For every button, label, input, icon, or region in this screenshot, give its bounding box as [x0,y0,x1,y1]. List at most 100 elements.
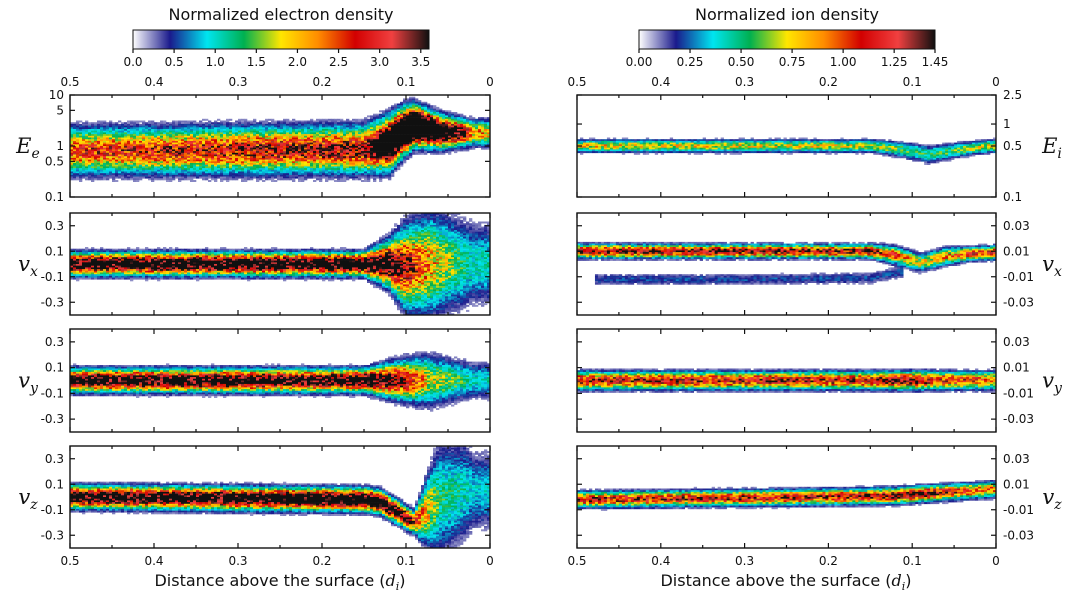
density-cell [166,139,170,142]
density-cell [181,161,185,164]
density-cell [439,122,443,125]
density-cell [232,151,236,154]
density-cell [115,176,119,179]
density-cell [193,166,197,169]
density-cell [241,174,245,177]
density-cell [199,132,203,135]
density-cell [139,174,143,177]
density-cell [109,132,113,135]
density-cell [451,117,455,120]
density-cell [136,151,140,154]
density-cell [88,151,92,154]
density-cell [187,166,191,169]
density-cell [70,122,74,125]
density-cell [172,157,176,160]
density-cell [310,174,314,177]
density-cell [178,140,182,143]
density-cell [304,125,308,128]
density-cell [196,168,200,171]
density-cell [106,157,110,160]
x-tick-label-top: 0.4 [144,75,163,89]
density-cell [301,122,305,125]
density-cell [472,140,476,143]
density-cell [94,169,98,172]
density-cell [178,127,182,130]
density-cell [217,152,221,155]
density-cell [283,125,287,128]
density-cell [70,173,74,176]
density-cell [115,134,119,137]
density-cell [328,125,332,128]
density-cell [211,152,215,155]
density-cell [190,142,194,145]
density-cell [76,163,80,165]
density-cell [175,144,179,147]
density-cell [175,168,179,171]
density-cell [124,166,128,169]
density-cell [118,134,122,137]
density-cell [385,174,389,177]
density-cell [187,130,191,133]
density-cell [457,122,461,125]
colorbar-tick-label: 3.5 [411,55,430,69]
density-cell [460,149,464,152]
density-cell [286,157,290,160]
density-cell [199,154,203,157]
density-cells [70,213,491,316]
density-cell [181,171,185,174]
density-cell [112,176,116,179]
density-cell [112,180,116,182]
density-cell [73,166,77,169]
density-cell [187,120,191,123]
density-cell [358,140,362,143]
density-cell [235,120,239,123]
density-cell [205,149,209,152]
density-cell [205,174,209,177]
density-cell [82,166,86,169]
density-cell [382,174,386,177]
density-cell [154,159,158,162]
density-cell [151,123,155,126]
density-cell [187,125,191,128]
density-cell [154,151,158,154]
density-cell [106,154,110,157]
density-cell [466,132,470,135]
density-cell [136,127,140,130]
density-cell [172,125,176,128]
density-cell [325,157,329,160]
density-cell [133,132,137,135]
density-cell [142,156,146,159]
density-cell [76,147,80,150]
density-cell [214,176,218,179]
density-cell [136,134,140,137]
density-cell [379,157,383,160]
density-cell [85,152,89,155]
density-cell [355,122,359,125]
density-cell [331,140,335,143]
density-cell [469,117,473,120]
density-cell [115,169,119,172]
density-cell [112,129,116,131]
density-cell [127,156,131,159]
density-cell [115,161,119,164]
density-cell [199,152,203,155]
density-cell [403,125,407,128]
density-cell [181,132,185,135]
density-cell [274,125,278,128]
density-cell [154,174,158,177]
density-cell [223,159,227,162]
density-cell [124,134,128,137]
density-cell [130,144,134,147]
density-cell [184,125,188,128]
density-cell [136,173,140,176]
density-cell [184,161,188,164]
density-cell [214,130,218,133]
density-cell [94,157,98,160]
density-cell [184,146,188,148]
density-cell [481,117,485,120]
density-cell [160,142,164,145]
density-cell [400,164,404,167]
density-cell [421,113,425,116]
density-cell [226,164,230,167]
density-cell [244,168,248,171]
